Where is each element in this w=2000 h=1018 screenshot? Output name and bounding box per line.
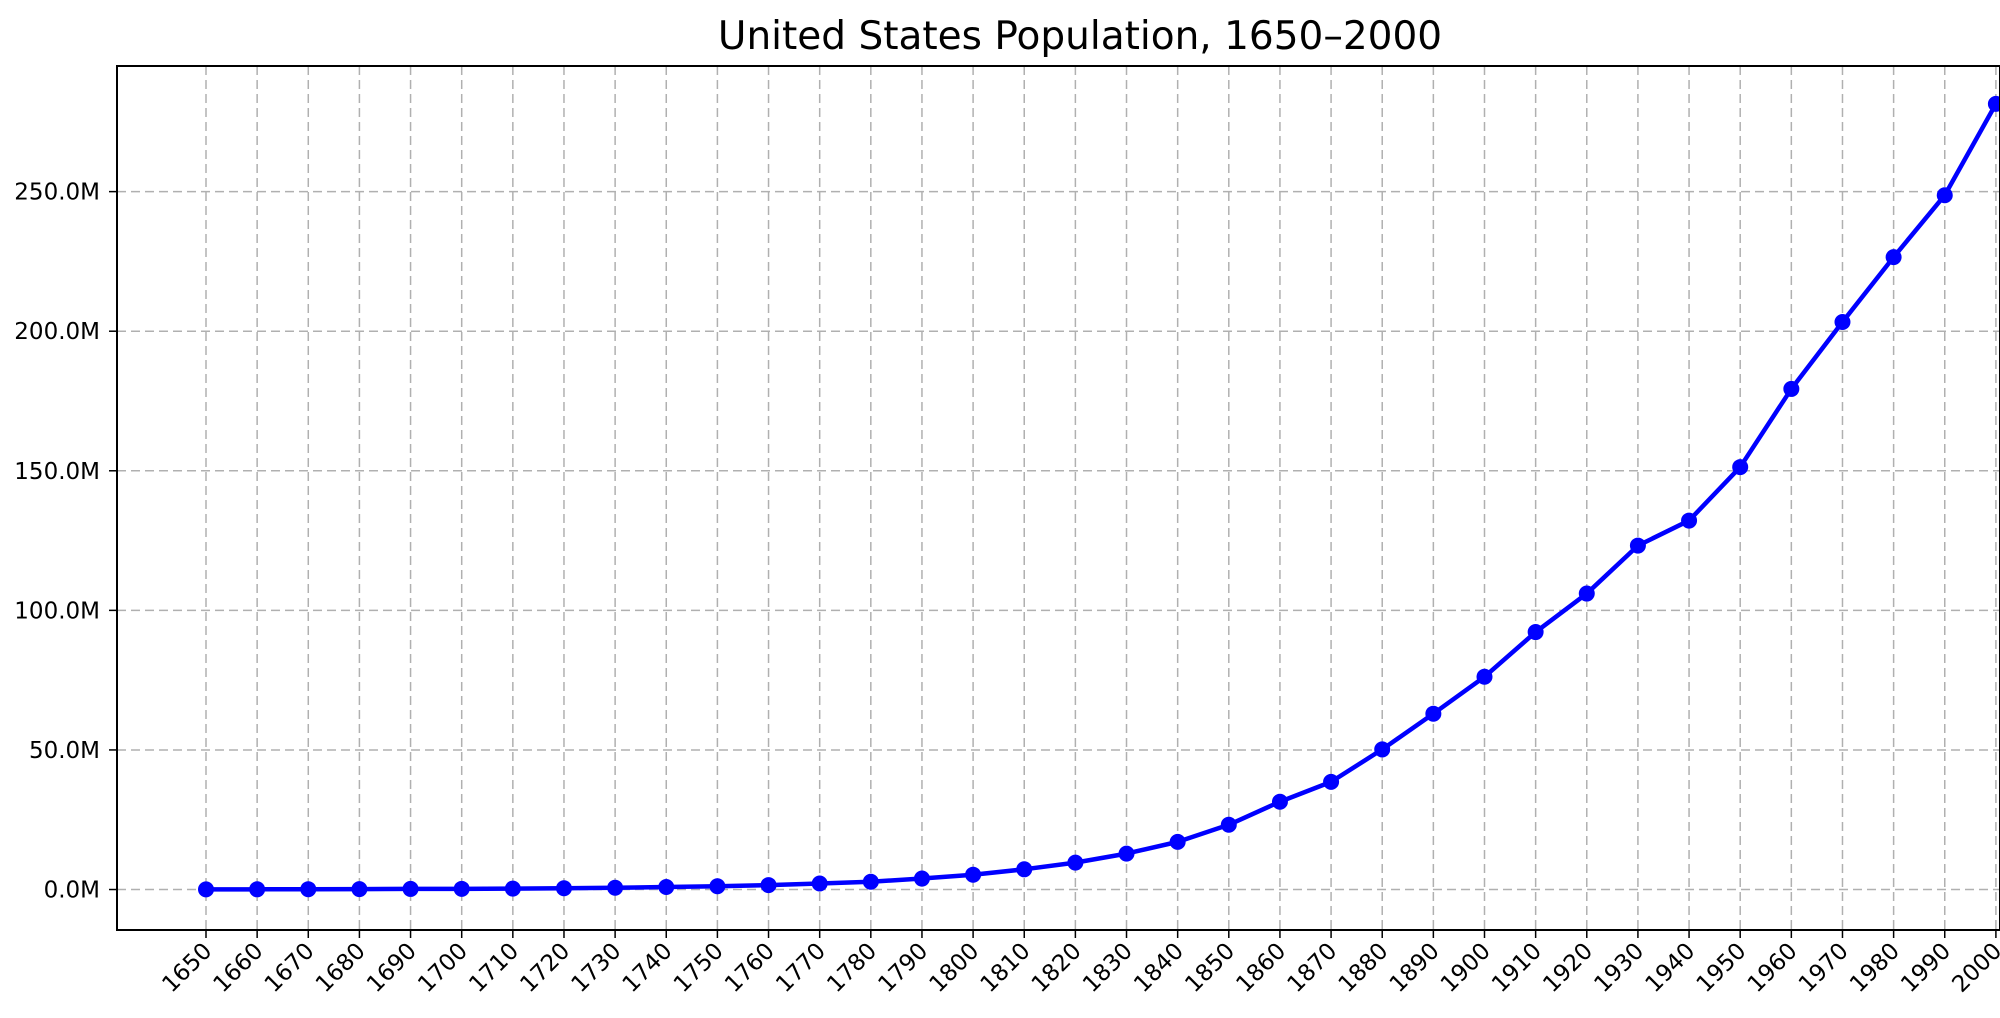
y-tick-label: 150.0M (14, 459, 100, 485)
x-tick-label: 1770 (771, 938, 831, 998)
x-tick-label: 1750 (669, 938, 729, 998)
x-tick-label: 1930 (1589, 938, 1649, 998)
data-point-2000 (1987, 95, 2000, 112)
data-point-1670 (300, 881, 317, 898)
x-tick-label: 1710 (464, 938, 524, 998)
x-tick-label: 1670 (260, 938, 320, 998)
grid-lines (117, 66, 2000, 930)
data-point-1730 (607, 879, 624, 896)
x-tick-label: 2000 (1947, 938, 2000, 998)
x-tick-label: 1780 (822, 938, 882, 998)
data-point-1680 (351, 881, 368, 898)
data-point-1910 (1527, 624, 1544, 641)
series-line (203, 101, 1999, 892)
x-tick-label: 1790 (873, 938, 933, 998)
data-point-1880 (1374, 741, 1391, 758)
x-tick-label: 1840 (1129, 938, 1189, 998)
x-tick-label: 1870 (1283, 938, 1343, 998)
y-tick-label: 50.0M (29, 738, 100, 764)
x-tick-label: 1850 (1180, 938, 1240, 998)
x-tick-label: 1890 (1385, 938, 1445, 998)
data-point-1840 (1169, 833, 1186, 850)
x-tick-label: 1990 (1896, 938, 1956, 998)
x-axis-tick-labels: 1650166016701680169017001710172017301740… (158, 938, 2000, 998)
data-point-1820 (1067, 854, 1084, 871)
data-point-1920 (1578, 585, 1595, 602)
x-tick-label: 1960 (1743, 938, 1803, 998)
x-tick-label: 1950 (1692, 938, 1752, 998)
data-point-1760 (760, 877, 777, 894)
x-tick-label: 1660 (209, 938, 269, 998)
data-point-1690 (402, 880, 419, 897)
y-tick-label: 200.0M (14, 319, 100, 345)
data-point-1810 (1016, 861, 1033, 878)
x-tick-label: 1940 (1641, 938, 1701, 998)
x-tick-label: 1910 (1487, 938, 1547, 998)
y-axis-tick-labels: 0.0M 50.0M 100.0M 150.0M 200.0M 250.0M (14, 180, 100, 904)
x-tick-label: 1690 (362, 938, 422, 998)
y-tick-label: 100.0M (14, 598, 100, 624)
data-point-1950 (1732, 459, 1749, 476)
x-tick-label: 1720 (516, 938, 576, 998)
data-point-1990 (1936, 187, 1953, 204)
chart-title: United States Population, 1650–2000 (718, 14, 1442, 59)
data-point-1870 (1323, 773, 1340, 790)
x-tick-label: 1800 (925, 938, 985, 998)
data-point-1710 (504, 880, 521, 897)
x-tick-label: 1900 (1436, 938, 1496, 998)
data-point-1650 (198, 881, 214, 898)
x-tick-label: 1970 (1794, 938, 1854, 998)
x-tick-label: 1980 (1845, 938, 1905, 998)
y-tick-label: 0.0M (44, 878, 100, 904)
x-tick-label: 1820 (1027, 938, 1087, 998)
data-point-1940 (1681, 512, 1698, 529)
x-tick-label: 1700 (413, 938, 473, 998)
data-point-1700 (453, 880, 470, 897)
data-point-1980 (1885, 249, 1902, 266)
data-point-1930 (1629, 537, 1646, 554)
x-tick-label: 1740 (618, 938, 678, 998)
x-tick-label: 1760 (720, 938, 780, 998)
data-point-1850 (1220, 816, 1237, 833)
x-tick-label: 1650 (158, 938, 218, 998)
data-point-1970 (1834, 313, 1851, 330)
data-point-1790 (913, 870, 930, 887)
x-tick-label: 1830 (1078, 938, 1138, 998)
data-point-1770 (811, 875, 828, 892)
data-point-1780 (862, 873, 879, 890)
x-tick-label: 1730 (567, 938, 627, 998)
axis-ticks (109, 190, 1997, 938)
x-tick-label: 1810 (976, 938, 1036, 998)
data-point-1660 (249, 881, 266, 898)
data-point-1900 (1476, 668, 1493, 685)
x-tick-label: 1880 (1334, 938, 1394, 998)
y-tick-label: 250.0M (14, 180, 100, 206)
data-point-1960 (1783, 380, 1800, 397)
series-us-population (198, 95, 2000, 898)
data-point-1720 (555, 880, 572, 897)
plot-area-frame (116, 65, 2000, 931)
data-point-1750 (709, 878, 726, 895)
data-point-1800 (965, 866, 982, 883)
x-tick-label: 1860 (1231, 938, 1291, 998)
data-point-1860 (1271, 793, 1288, 810)
data-point-1890 (1425, 705, 1442, 722)
x-tick-label: 1680 (311, 938, 371, 998)
data-point-1830 (1118, 845, 1135, 862)
data-point-1740 (658, 878, 675, 895)
x-tick-label: 1920 (1538, 938, 1598, 998)
